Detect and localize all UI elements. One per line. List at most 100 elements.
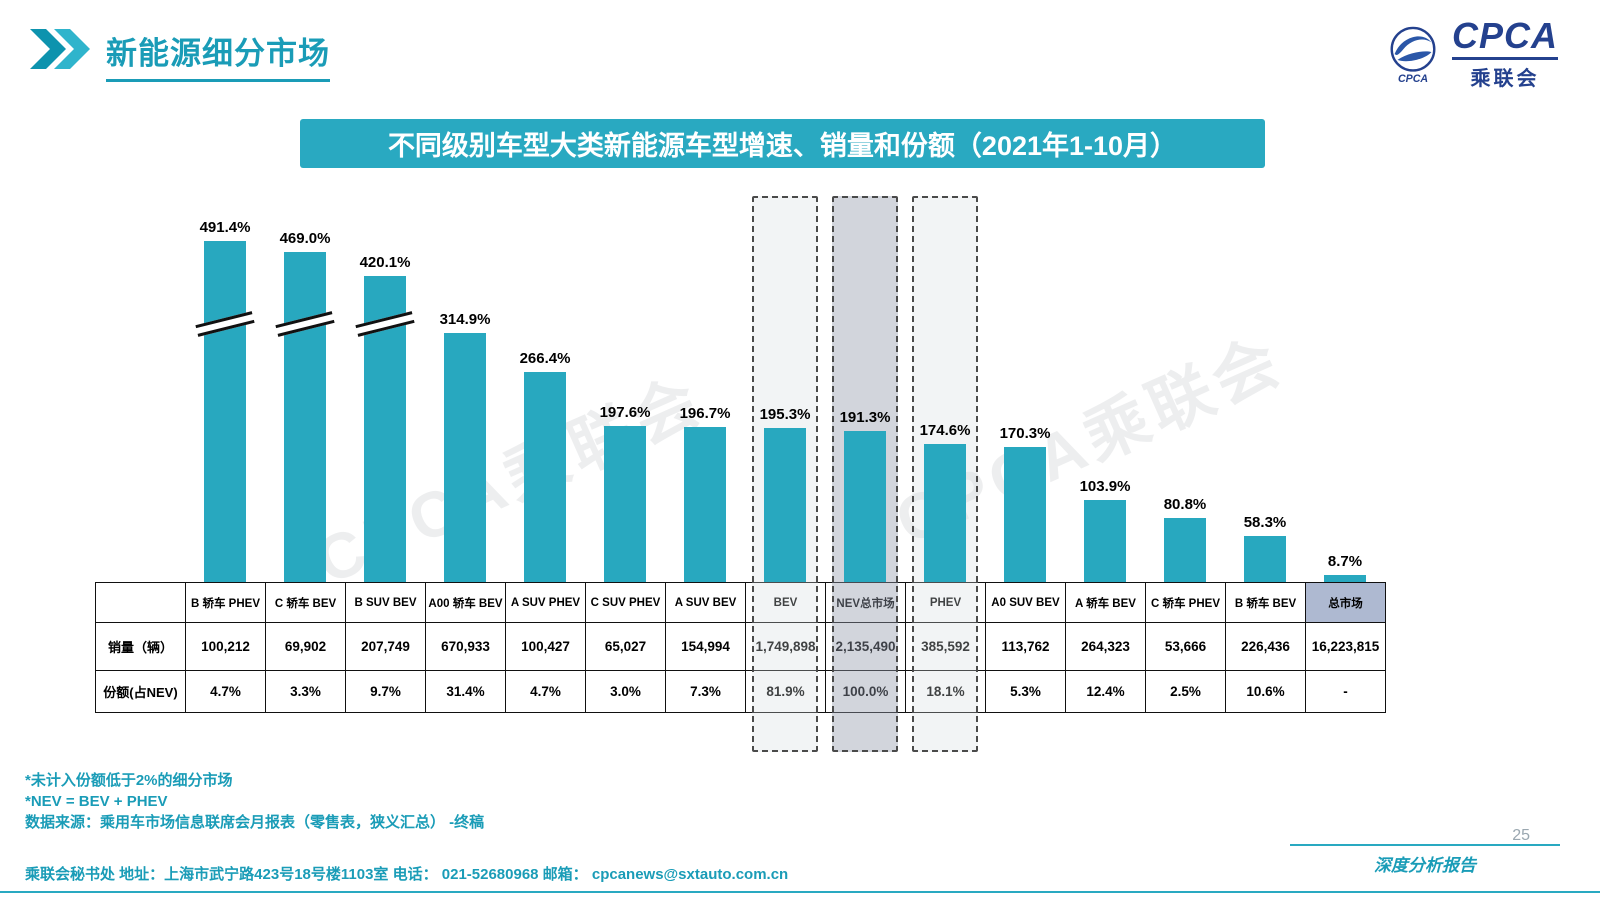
bar-column: 469.0% — [265, 185, 345, 582]
sales-cell: 264,323 — [1066, 623, 1146, 671]
share-cell: 10.6% — [1226, 671, 1306, 713]
bar-value-label: 174.6% — [919, 422, 971, 440]
sales-cell: 100,212 — [186, 623, 266, 671]
table-header-cell: C SUV PHEV — [586, 583, 666, 623]
footer-contact: 乘联会秘书处 地址：上海市武宁路423号18号楼1103室 电话： 021-52… — [25, 866, 789, 883]
sales-cell: 670,933 — [426, 623, 506, 671]
table-header-cell: BEV — [746, 583, 826, 623]
bar-value-label: 191.3% — [839, 408, 891, 426]
table-header-cell: NEV总市场 — [826, 583, 906, 623]
footnote-line: *未计入份额低于2%的细分市场 — [25, 772, 233, 789]
share-cell: 9.7% — [346, 671, 426, 713]
table-header-cell: A SUV PHEV — [506, 583, 586, 623]
double-chevron-icon — [30, 29, 90, 69]
bar-column: 103.9% — [1065, 185, 1145, 582]
share-cell: 2.5% — [1146, 671, 1226, 713]
bar-value-label: 491.4% — [199, 218, 251, 236]
sales-cell: 1,749,898 — [746, 623, 826, 671]
bar-value-label: 8.7% — [1327, 553, 1363, 571]
table-header-cell: C 轿车 BEV — [266, 583, 346, 623]
bar-column: 266.4% — [505, 185, 585, 582]
sales-cell: 226,436 — [1226, 623, 1306, 671]
bar-value-label: 266.4% — [519, 349, 571, 367]
bar-value-label: 58.3% — [1243, 513, 1287, 531]
bar-value-label: 197.6% — [599, 403, 651, 421]
table-header-cell: A SUV BEV — [666, 583, 746, 623]
sales-cell: 154,994 — [666, 623, 746, 671]
table-corner-cell — [96, 583, 186, 623]
bar-column: 420.1% — [345, 185, 425, 582]
share-cell: - — [1306, 671, 1386, 713]
bar-value-label: 420.1% — [359, 254, 411, 272]
bar — [1324, 575, 1366, 582]
share-cell: 5.3% — [986, 671, 1066, 713]
row-label-share: 份额(占NEV) — [96, 671, 186, 713]
table-header-cell: B 轿车 PHEV — [186, 583, 266, 623]
page-title: 新能源细分市场 — [106, 28, 330, 82]
sales-cell: 100,427 — [506, 623, 586, 671]
bar — [604, 425, 646, 582]
bar — [444, 333, 486, 582]
table-header-cell: A00 轿车 BEV — [426, 583, 506, 623]
bar — [764, 427, 806, 582]
sales-cell: 385,592 — [906, 623, 986, 671]
bar-column: 8.7% — [1305, 185, 1385, 582]
bar-column: 58.3% — [1225, 185, 1305, 582]
bar — [1244, 535, 1286, 582]
page-number: 25 — [1512, 827, 1530, 844]
axis-break-mark — [195, 311, 255, 337]
bar-column: 191.3% — [825, 185, 905, 582]
bar-column: 195.3% — [745, 185, 825, 582]
share-cell: 81.9% — [746, 671, 826, 713]
axis-break-mark — [275, 311, 335, 337]
bar-value-label: 80.8% — [1163, 496, 1207, 514]
bar-column: 174.6% — [905, 185, 985, 582]
bar — [1084, 499, 1126, 582]
table-header-cell: B SUV BEV — [346, 583, 426, 623]
bar-value-label: 314.9% — [439, 311, 491, 329]
table-header-cell: B 轿车 BEV — [1226, 583, 1306, 623]
bar-column: 491.4% — [185, 185, 265, 582]
sales-cell: 2,135,490 — [826, 623, 906, 671]
bar-column: 314.9% — [425, 185, 505, 582]
logo-brand: CPCA — [1451, 15, 1558, 56]
logo-rule — [1451, 57, 1558, 60]
bar-value-label: 170.3% — [999, 425, 1051, 443]
share-cell: 3.3% — [266, 671, 346, 713]
bar — [684, 426, 726, 582]
share-cell: 3.0% — [586, 671, 666, 713]
share-cell: 18.1% — [906, 671, 986, 713]
slide-header: 新能源细分市场 — [30, 28, 330, 82]
axis-break-mark — [355, 311, 415, 337]
bar — [275, 251, 335, 582]
footnote-line: *NEV = BEV + PHEV — [25, 793, 168, 810]
bar — [1004, 447, 1046, 582]
bar-column: 197.6% — [585, 185, 665, 582]
bar — [844, 430, 886, 582]
bar-value-label: 469.0% — [279, 229, 331, 247]
sales-cell: 65,027 — [586, 623, 666, 671]
footer-rule — [0, 891, 1600, 893]
share-cell: 100.0% — [826, 671, 906, 713]
bar — [924, 444, 966, 582]
table-header-cell: A0 SUV BEV — [986, 583, 1066, 623]
bar-column: 170.3% — [985, 185, 1065, 582]
bar-chart: 491.4% 469.0% 420.1% 314.9% 266.4% 197.6% 196.… — [185, 185, 1385, 582]
share-cell: 4.7% — [506, 671, 586, 713]
sales-cell: 207,749 — [346, 623, 426, 671]
table-header-cell: C 轿车 PHEV — [1146, 583, 1226, 623]
logo-subtitle: 乘联会 — [1470, 68, 1540, 90]
footnote-line: 数据来源：乘用车市场信息联席会月报表（零售表，狭义汇总） -终稿 — [25, 814, 485, 831]
bar — [1164, 518, 1206, 582]
sales-cell: 113,762 — [986, 623, 1066, 671]
logo-text-block: CPCA 乘联会 — [1451, 15, 1558, 91]
sales-cell: 16,223,815 — [1306, 623, 1386, 671]
bar — [355, 276, 415, 582]
emblem-text: CPCA — [1398, 73, 1428, 85]
bar — [524, 371, 566, 582]
share-cell: 7.3% — [666, 671, 746, 713]
segment-table: B 轿车 PHEV C 轿车 BEV B SUV BEV A00 轿车 BEV A SU… — [95, 582, 1386, 713]
bar-column: 80.8% — [1145, 185, 1225, 582]
report-label: 深度分析报告 — [1290, 844, 1560, 876]
